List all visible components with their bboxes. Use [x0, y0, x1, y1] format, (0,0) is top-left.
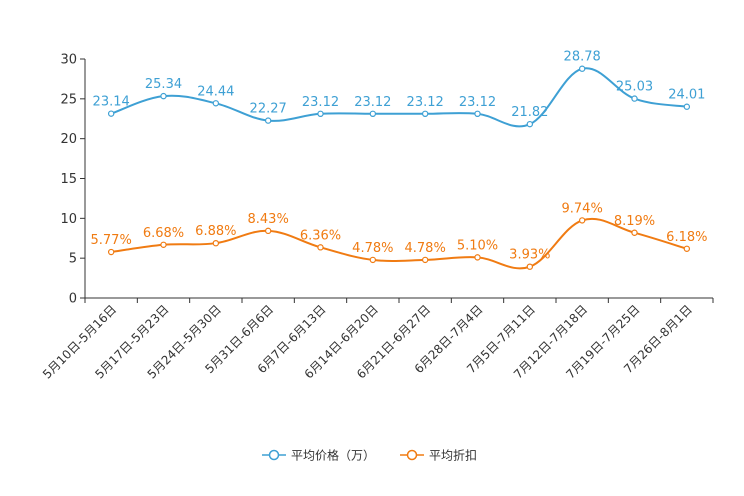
data-point	[317, 244, 324, 251]
y-tick-label: 30	[60, 53, 77, 68]
data-point	[264, 227, 272, 235]
y-tick-label: 0	[69, 292, 77, 307]
data-label: 3.93%	[509, 248, 550, 263]
data-label: 4.78%	[352, 241, 393, 256]
data-label: 6.88%	[195, 224, 236, 239]
data-label: 6.18%	[666, 230, 707, 245]
y-tick-label: 10	[60, 212, 77, 227]
data-point	[474, 254, 481, 261]
data-point	[317, 110, 324, 118]
data-label: 5.10%	[457, 238, 498, 253]
data-label: 23.12	[459, 95, 496, 110]
legend-label: 平均价格（万）	[291, 448, 375, 463]
data-label: 5.77%	[91, 233, 132, 248]
data-point	[526, 120, 534, 128]
y-tick-label: 25	[60, 92, 77, 107]
data-label: 6.36%	[300, 228, 341, 243]
series-layer: 23.14 25.34 24.44 22.27 23.12 23.12 23.12 23.12…	[91, 50, 707, 270]
legend[interactable]: 平均价格（万） 平均折扣	[262, 448, 477, 463]
data-label: 6.68%	[143, 226, 184, 241]
series-2: 5.77% 6.68% 6.88% 8.43% 6.36% 4.78% 4.78% 5.10%…	[91, 201, 707, 270]
data-point	[578, 217, 586, 224]
data-point	[683, 103, 691, 110]
data-point	[212, 100, 220, 107]
data-point	[631, 229, 638, 236]
data-label: 25.34	[145, 77, 182, 92]
data-point	[160, 241, 167, 248]
data-point	[369, 256, 377, 264]
legend-marker-icon	[268, 449, 280, 461]
data-label: 23.14	[93, 95, 130, 110]
data-point	[578, 65, 586, 72]
data-point	[264, 117, 272, 124]
legend-item-2[interactable]: 平均折扣	[400, 448, 477, 463]
data-label: 24.44	[197, 84, 234, 99]
data-point	[107, 110, 115, 117]
data-point	[160, 92, 167, 100]
y-tick-label: 15	[60, 172, 77, 187]
data-label: 23.12	[407, 95, 444, 110]
series-line	[111, 217, 688, 270]
data-point	[683, 245, 691, 252]
y-tick-label: 5	[69, 252, 77, 267]
data-label: 8.43%	[248, 212, 289, 227]
data-label: 23.12	[302, 95, 339, 110]
data-point	[421, 110, 429, 118]
data-point	[474, 110, 481, 118]
data-label: 4.78%	[405, 241, 446, 256]
data-point	[107, 248, 115, 256]
data-point	[631, 95, 638, 102]
data-label: 22.27	[250, 102, 287, 117]
data-point	[526, 263, 534, 270]
legend-item-1[interactable]: 平均价格（万）	[262, 448, 375, 463]
series-1: 23.14 25.34 24.44 22.27 23.12 23.12 23.12 23.12…	[93, 50, 705, 128]
y-tick-label: 20	[60, 132, 77, 147]
legend-label: 平均折扣	[429, 448, 477, 463]
data-point	[421, 256, 429, 264]
data-label: 8.19%	[614, 214, 655, 229]
data-point	[369, 110, 377, 118]
legend-marker-icon	[406, 449, 418, 461]
data-label: 9.74%	[562, 201, 603, 216]
data-label: 28.78	[564, 50, 601, 65]
data-point	[212, 239, 220, 247]
data-label: 21.82	[511, 105, 548, 120]
data-label: 24.01	[668, 88, 705, 103]
data-label: 25.03	[616, 80, 653, 95]
data-label: 23.12	[354, 95, 391, 110]
